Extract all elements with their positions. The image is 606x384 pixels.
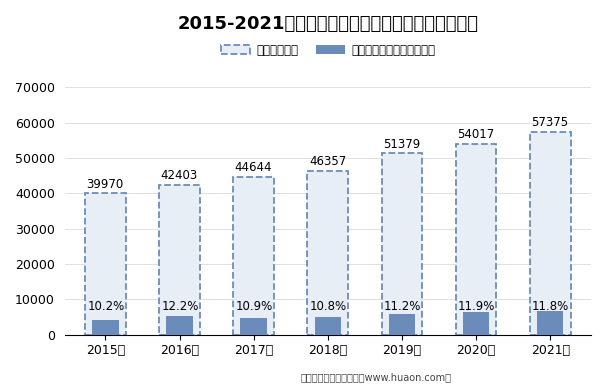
Text: 10.2%: 10.2% [87, 300, 125, 313]
Title: 2015-2021年福建省企业数量及电子商务企业占比图: 2015-2021年福建省企业数量及电子商务企业占比图 [178, 15, 478, 33]
Text: 57375: 57375 [531, 116, 568, 129]
Bar [307, 171, 348, 335]
Text: 44644: 44644 [235, 162, 272, 174]
Bar [537, 311, 564, 335]
Bar [456, 144, 496, 335]
Text: 11.8%: 11.8% [532, 300, 569, 313]
Text: 42403: 42403 [161, 169, 198, 182]
Bar [463, 312, 490, 335]
Legend: 企业数（个）, 有电子商务交易活动的企业: 企业数（个）, 有电子商务交易活动的企业 [216, 39, 440, 61]
Text: 制图：华经产业研究院（www.huaon.com）: 制图：华经产业研究院（www.huaon.com） [300, 372, 451, 382]
Bar [382, 153, 422, 335]
Bar [315, 317, 341, 335]
Text: 39970: 39970 [87, 178, 124, 191]
Bar [159, 185, 200, 335]
Bar [92, 320, 119, 335]
Text: 51379: 51379 [383, 138, 421, 151]
Text: 54017: 54017 [457, 128, 494, 141]
Text: 12.2%: 12.2% [161, 300, 199, 313]
Bar [233, 177, 274, 335]
Bar [530, 132, 571, 335]
Bar [241, 318, 267, 335]
Text: 11.2%: 11.2% [384, 300, 421, 313]
Text: 46357: 46357 [309, 156, 346, 169]
Bar [85, 194, 126, 335]
Text: 11.9%: 11.9% [458, 300, 495, 313]
Text: 10.9%: 10.9% [236, 300, 273, 313]
Bar [167, 316, 193, 335]
Bar [388, 314, 415, 335]
Text: 10.8%: 10.8% [310, 300, 347, 313]
